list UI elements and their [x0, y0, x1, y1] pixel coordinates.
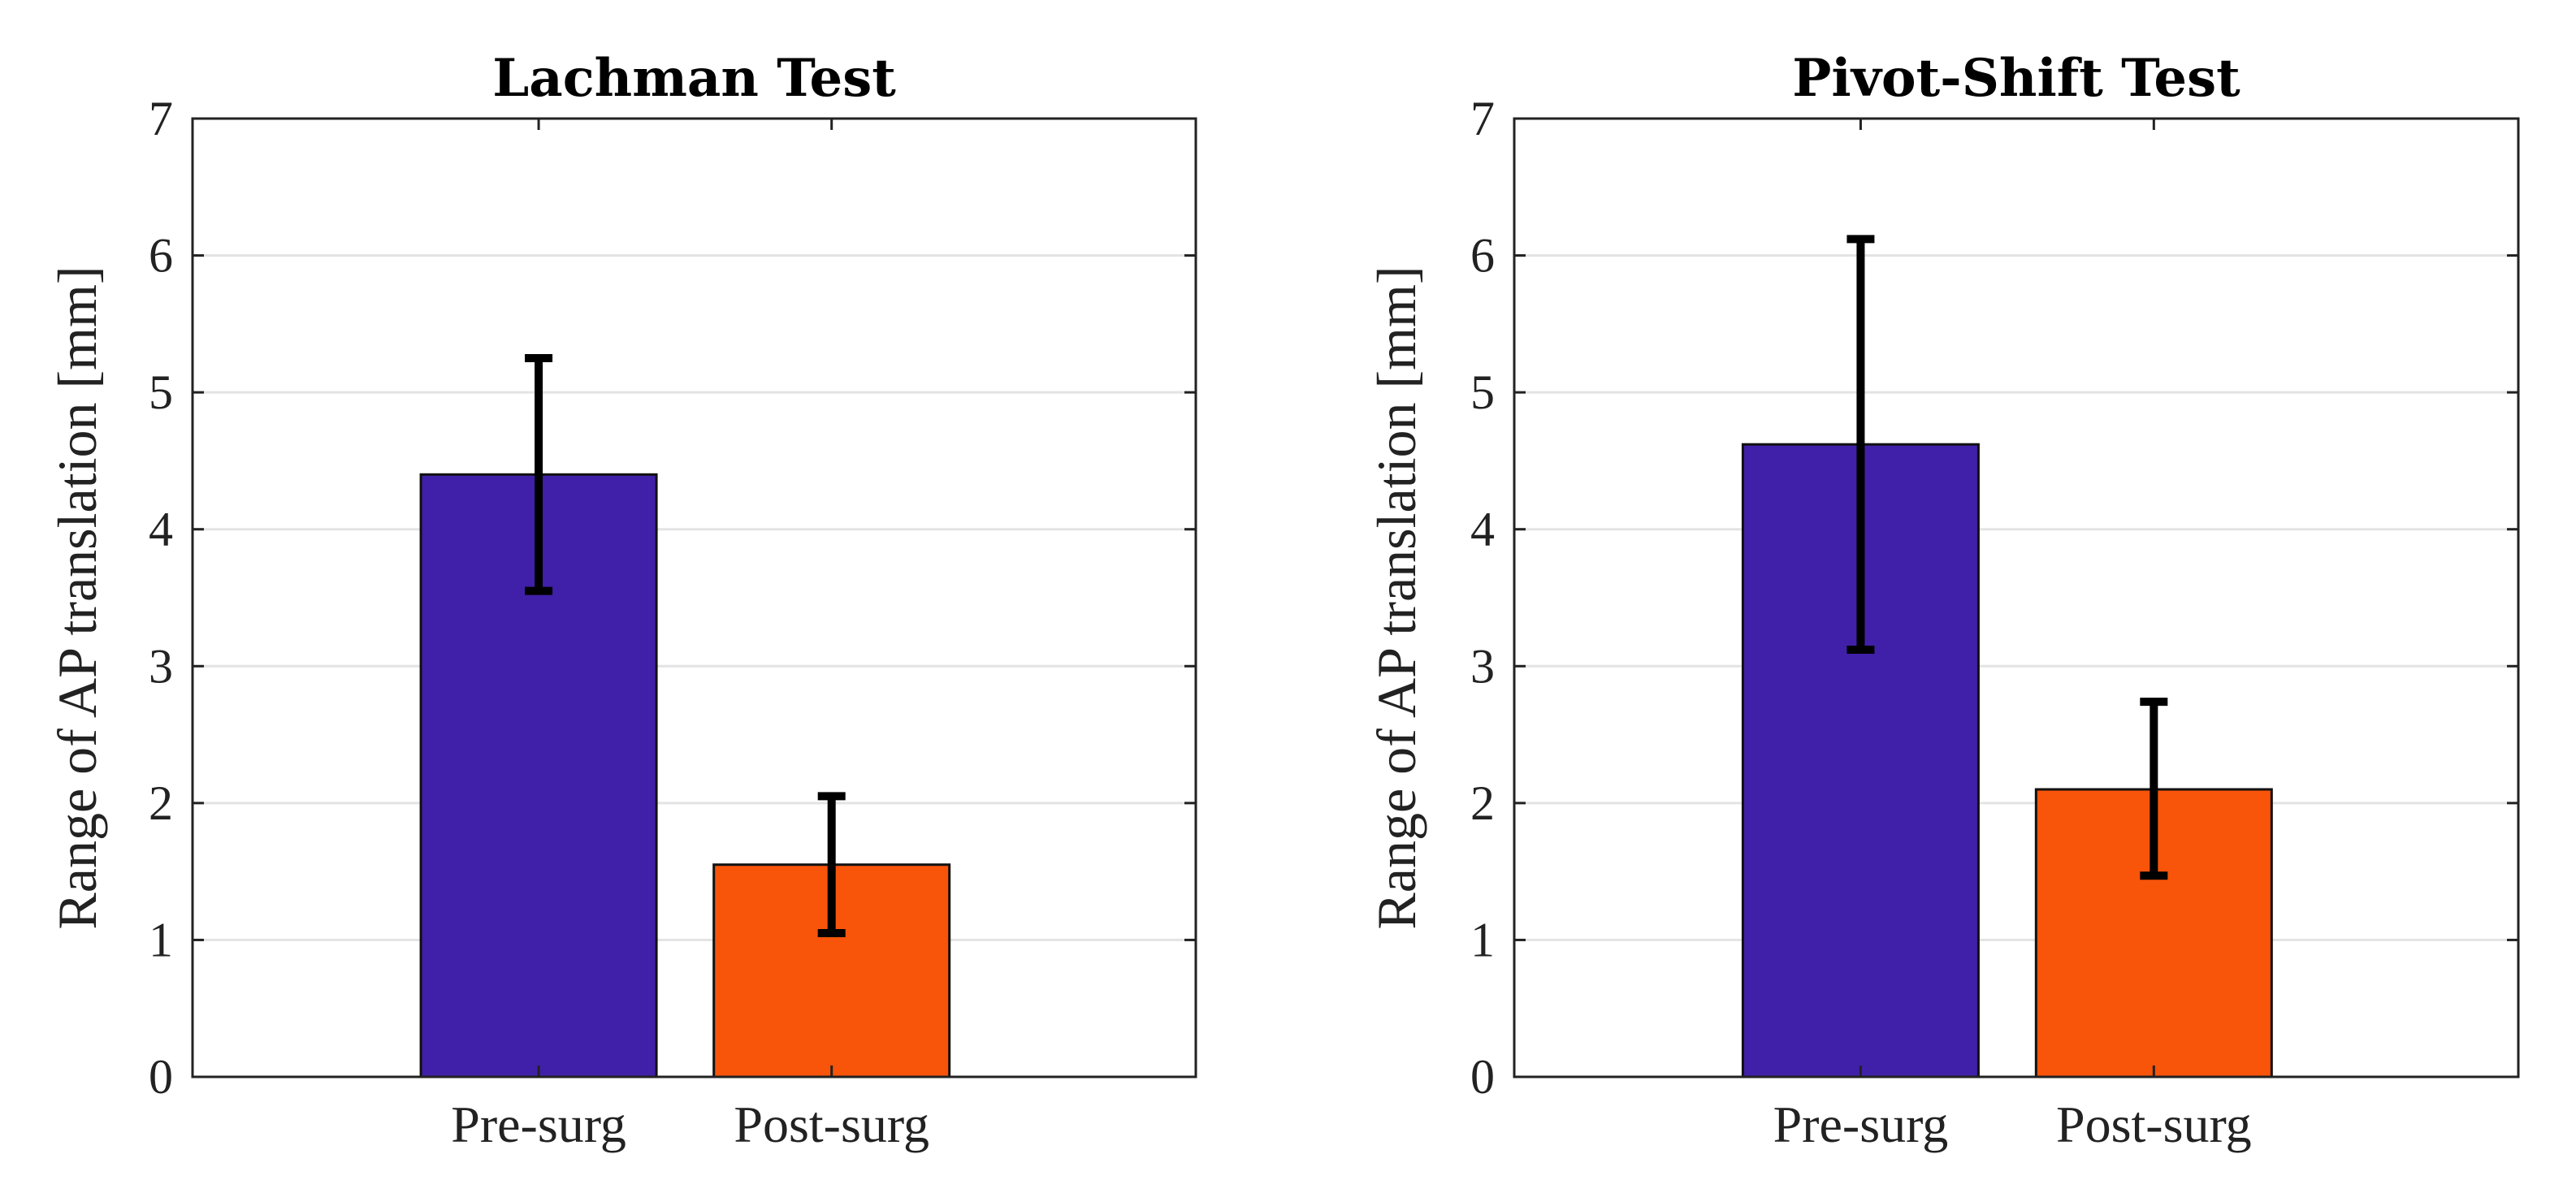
ytick-label: 1: [149, 913, 173, 966]
y-axis-label: Range of AP translation [mm]: [1366, 266, 1427, 929]
xtick-label: Pre-surg: [1773, 1096, 1949, 1153]
ytick-label: 2: [1470, 776, 1495, 830]
chart-title: Lachman Test: [492, 48, 896, 109]
ytick-label: 3: [149, 639, 173, 693]
ytick-label: 6: [1470, 229, 1495, 283]
ytick-label: 7: [1470, 92, 1495, 145]
xtick-label: Post-surg: [734, 1096, 929, 1153]
ytick-label: 7: [149, 92, 173, 145]
axes-frame: [1513, 117, 2520, 1078]
y-axis-label: Range of AP translation [mm]: [46, 266, 108, 929]
ytick-label: 2: [149, 776, 173, 830]
ytick-label: 0: [1470, 1050, 1495, 1104]
ytick-label: 5: [1470, 365, 1495, 419]
chart-title: Pivot-Shift Test: [1792, 48, 2240, 109]
ytick-label: 4: [149, 503, 173, 556]
ytick-label: 0: [149, 1050, 173, 1104]
ytick-label: 6: [149, 229, 173, 283]
xtick-label: Post-surg: [2056, 1096, 2252, 1153]
ytick-label: 4: [1470, 503, 1495, 556]
ytick-label: 5: [149, 365, 173, 419]
panel-pivot-shift: 0 1 2 3 4 5 6 7 Pre-surg Post-surg Pivot-Shift Tes…: [1366, 48, 2520, 1153]
ytick-label: 1: [1470, 913, 1495, 966]
xtick-label: Pre-surg: [451, 1096, 626, 1153]
panel-lachman: 0 1 2 3 4 5 6 7 Pre-surg Post-surg Lachman Test Ran…: [46, 48, 1197, 1153]
axes-frame: [191, 117, 1197, 1078]
ytick-label: 3: [1470, 639, 1495, 693]
